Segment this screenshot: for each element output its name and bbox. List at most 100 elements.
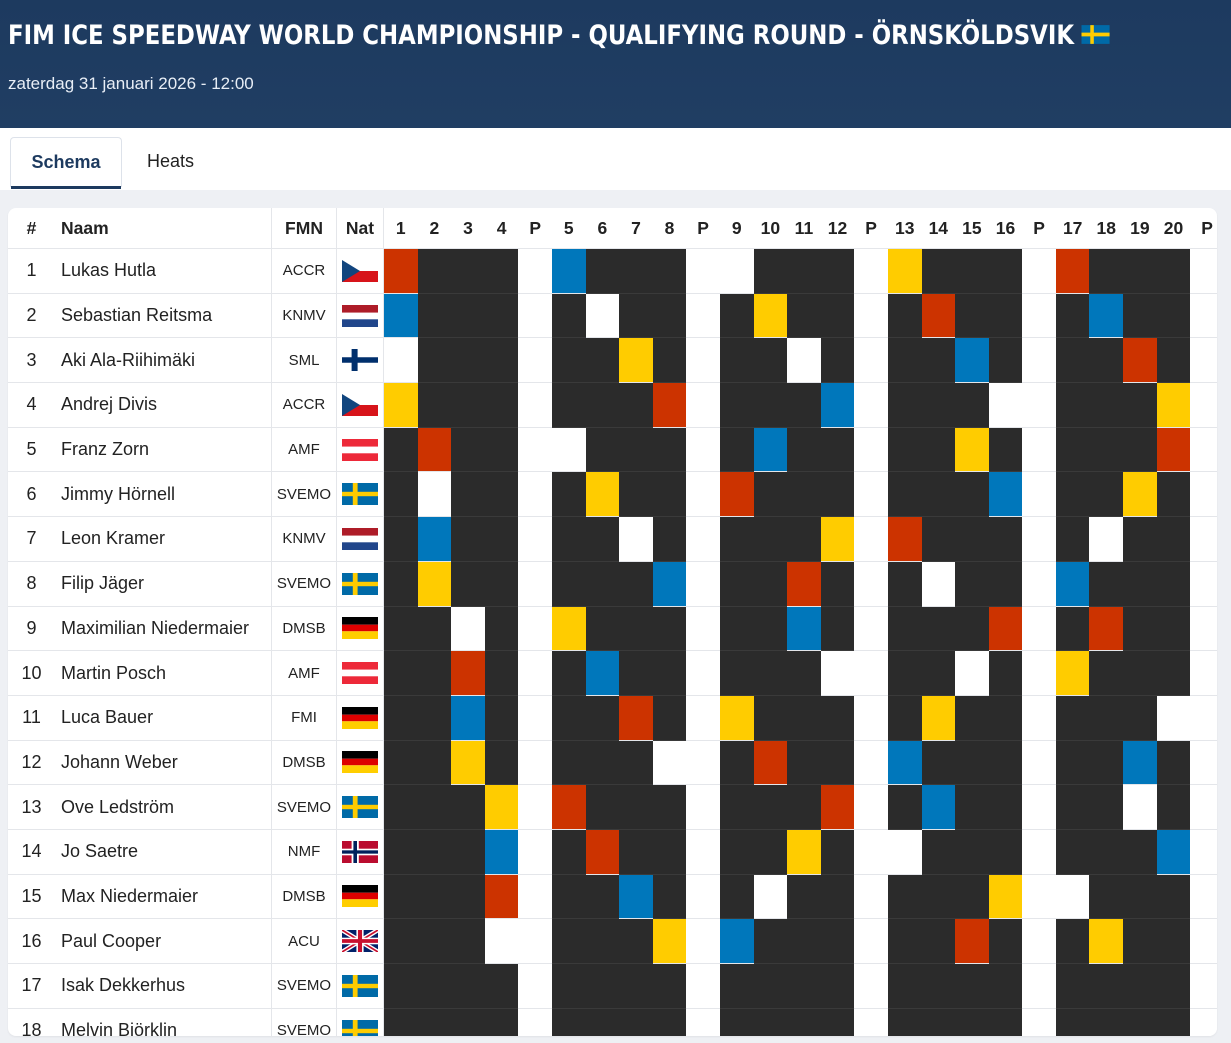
rider-name: Luca Bauer — [55, 695, 272, 741]
heat-cell — [753, 248, 788, 294]
heat-cell — [686, 516, 720, 562]
heat-cell — [1156, 561, 1191, 607]
heat-cell — [1089, 740, 1124, 786]
heat-cell — [383, 427, 418, 473]
heat-cell — [719, 337, 754, 384]
heat-cell — [551, 427, 586, 473]
header-heat: 8 — [652, 208, 687, 249]
heat-cell — [1055, 650, 1090, 696]
heat-cell — [686, 382, 720, 428]
rider-nationality — [336, 1008, 384, 1036]
heat-cell — [1156, 337, 1191, 384]
heat-cell — [719, 427, 754, 473]
heat-cell — [887, 516, 922, 562]
heat-cell — [921, 516, 956, 562]
heat-cell — [787, 650, 821, 696]
header-heat: 18 — [1089, 208, 1124, 249]
table-header-row: # Naam FMN Nat 1 2 3 4 P 5 6 7 8 P 9 10 11 12 P 13 14 15 1… — [8, 208, 1217, 249]
heat-cell — [1022, 829, 1056, 875]
tab-schema[interactable]: Schema — [10, 137, 122, 189]
heat-cell — [1089, 1008, 1124, 1036]
heat-cell — [820, 382, 855, 428]
heat-cell — [1055, 293, 1090, 339]
heat-cell — [383, 650, 418, 696]
heat-cell — [619, 1008, 653, 1036]
heat-cell — [451, 293, 485, 339]
heat-cell — [1089, 695, 1124, 741]
header-heat: 7 — [619, 208, 653, 249]
heat-cell — [1156, 606, 1191, 652]
heat-cell — [686, 874, 720, 920]
heat-cell — [820, 337, 855, 384]
rider-name: Johann Weber — [55, 740, 272, 786]
heat-cell — [719, 829, 754, 875]
heat-cell — [820, 963, 855, 1009]
heat-cell — [787, 695, 821, 741]
heat-cell — [787, 427, 821, 473]
header-pause: P — [518, 208, 552, 249]
rider-number: 9 — [8, 606, 55, 652]
rider-number: 11 — [8, 695, 55, 741]
heat-cell — [652, 606, 687, 652]
heat-cell — [518, 516, 552, 562]
heat-cell — [585, 829, 620, 875]
heat-cell — [451, 248, 485, 294]
heat-cell — [652, 740, 687, 786]
header-name: Naam — [55, 208, 272, 249]
heat-cell — [551, 918, 586, 964]
heat-cell — [787, 784, 821, 830]
heat-cell — [753, 427, 788, 473]
heat-cell — [551, 293, 586, 339]
heat-cell — [1055, 471, 1090, 518]
heat-cell — [383, 248, 418, 294]
heat-cell — [753, 561, 788, 607]
heat-cell — [1089, 650, 1124, 696]
rider-fmn: ACCR — [271, 382, 337, 428]
rider-nationality — [336, 471, 384, 518]
table-row: 18 Melvin Björklin SVEMO — [8, 1008, 1217, 1036]
heat-cell — [585, 293, 620, 339]
heat-cell — [451, 829, 485, 875]
heat-cell — [652, 471, 687, 518]
flag-icon-se — [342, 483, 378, 506]
heat-cell — [719, 784, 754, 830]
rider-fmn: AMF — [271, 427, 337, 473]
heat-cell — [585, 561, 620, 607]
rider-fmn: DMSB — [271, 874, 337, 920]
heat-cell — [1190, 427, 1217, 473]
heat-cell — [417, 427, 452, 473]
heat-cell — [1123, 784, 1157, 830]
heat-cell — [518, 471, 552, 518]
heat-cell — [585, 382, 620, 428]
rider-number: 6 — [8, 471, 55, 518]
heat-cell — [1089, 561, 1124, 607]
heat-cell — [955, 516, 989, 562]
rider-nationality — [336, 293, 384, 339]
heat-cell — [854, 695, 888, 741]
heat-cell — [854, 829, 888, 875]
heat-cell — [585, 337, 620, 384]
table-row: 17 Isak Dekkerhus SVEMO — [8, 963, 1217, 1009]
table-row: 5 Franz Zorn AMF — [8, 427, 1217, 473]
flag-icon-fi — [342, 349, 378, 372]
heat-cell — [955, 784, 989, 830]
heat-cell — [921, 337, 956, 384]
rider-fmn: ACU — [271, 918, 337, 964]
heat-cell — [652, 516, 687, 562]
heat-cell — [1156, 918, 1191, 964]
heat-cell — [1156, 829, 1191, 875]
rider-name: Maximilian Niedermaier — [55, 606, 272, 652]
heat-cell — [686, 695, 720, 741]
heat-cell — [451, 650, 485, 696]
tab-heats[interactable]: Heats — [146, 151, 195, 171]
heat-cell — [1089, 427, 1124, 473]
heat-cell — [518, 963, 552, 1009]
heat-cell — [787, 963, 821, 1009]
heat-cell — [820, 918, 855, 964]
heat-cell — [1089, 337, 1124, 384]
rider-name: Paul Cooper — [55, 918, 272, 964]
heat-cell — [1089, 963, 1124, 1009]
header-heat: 19 — [1123, 208, 1157, 249]
heat-cell — [753, 516, 788, 562]
heat-cell — [955, 382, 989, 428]
